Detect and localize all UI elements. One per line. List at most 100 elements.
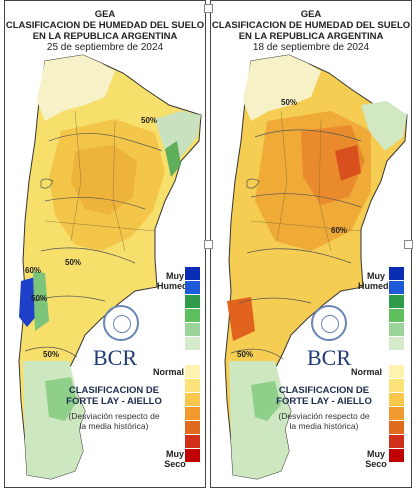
scale-swatch xyxy=(185,337,200,351)
classification-line-1: CLASIFICACION DE xyxy=(68,385,160,396)
classification-note: (Desviación respecto de la media históri… xyxy=(59,411,169,431)
scale-swatch xyxy=(389,393,404,407)
scale-swatch xyxy=(185,393,200,407)
legend-bottom-line-1: Muy xyxy=(367,449,385,459)
scale-swatch xyxy=(389,267,404,281)
scale-swatch xyxy=(389,323,404,337)
scale-swatch xyxy=(389,281,404,295)
zone-andes-green xyxy=(33,271,49,331)
scale-swatch xyxy=(185,379,200,393)
contour-label: 50% xyxy=(31,294,47,303)
legend-bottom-label: Muy Seco xyxy=(351,449,401,469)
classification-line-2: FORTE LAY - AIELLO xyxy=(276,396,372,407)
scale-swatch xyxy=(185,435,200,449)
zone-southwest-dry xyxy=(227,297,255,341)
legend-bottom-label: Muy Seco xyxy=(155,449,195,469)
classification-note: (Desviación respecto de la media históri… xyxy=(269,411,379,431)
contour-label: 50% xyxy=(281,98,297,107)
resize-handle[interactable] xyxy=(204,4,213,13)
zone-east-very-dry xyxy=(335,145,361,181)
classification-line-1: CLASIFICACION DE xyxy=(278,385,370,396)
argentina-moisture-map: 50% 50% 60% xyxy=(224,54,408,480)
zone-patagonia-wet xyxy=(251,381,281,421)
contour-label: 50% xyxy=(237,350,253,359)
scale-swatch xyxy=(185,421,200,435)
legend-bottom-line-2: Seco xyxy=(164,459,186,469)
argentina-moisture-map: 50% 50% 50% 50% 60% xyxy=(18,54,202,480)
scale-swatch xyxy=(185,351,200,365)
bcr-logo: BCR xyxy=(93,345,138,370)
contour-label: 50% xyxy=(141,116,157,125)
header-line-3: EN LA REPUBLICA ARGENTINA xyxy=(238,31,384,42)
contour-label: 50% xyxy=(43,350,59,359)
legend-bottom-line-1: Muy xyxy=(166,449,184,459)
scale-swatch xyxy=(389,449,404,463)
legend-top-line-2: Humedo xyxy=(358,281,394,291)
province-borders xyxy=(250,110,362,252)
panel-header: GEA CLASIFICACION DE HUMEDAD DEL SUELO E… xyxy=(211,9,411,53)
zone-patagonia-wet xyxy=(45,377,77,421)
legend-top-line-2: Humedo xyxy=(157,281,193,291)
legend-top-line-1: Muy xyxy=(166,271,184,281)
note-line-2: la media histórica) xyxy=(79,421,149,431)
legend-normal-label: Normal xyxy=(153,367,185,377)
scale-swatch xyxy=(185,323,200,337)
bcr-logo: BCR xyxy=(307,345,352,370)
map-date: 25 de septiembre de 2024 xyxy=(46,42,164,53)
note-line-1: (Desviación respecto de xyxy=(278,411,370,421)
bcr-seal-icon xyxy=(311,305,347,341)
scale-swatch xyxy=(185,281,200,295)
scale-swatch xyxy=(389,351,404,365)
classification-title: CLASIFICACION DE FORTE LAY - AIELLO xyxy=(269,385,379,407)
legend-top-label: Muy Humedo xyxy=(351,271,401,291)
contour-label: 60% xyxy=(25,266,41,275)
header-line-2: CLASIFICACION DE HUMEDAD DEL SUELO xyxy=(5,20,205,31)
header-line-2: CLASIFICACION DE HUMEDAD DEL SUELO xyxy=(211,20,411,31)
classification-title: CLASIFICACION DE FORTE LAY - AIELLO xyxy=(59,385,169,407)
note-line-1: (Desviación respecto de xyxy=(68,411,160,421)
contour-label: 60% xyxy=(331,226,347,235)
legend-normal-label: Normal xyxy=(351,367,383,377)
zone-north-normal xyxy=(37,55,115,121)
scale-swatch xyxy=(185,365,200,379)
scale-swatch xyxy=(389,365,404,379)
scale-swatch xyxy=(185,267,200,281)
header-line-1: GEA xyxy=(300,9,322,20)
scale-swatch xyxy=(185,309,200,323)
zone-northeast-wetter xyxy=(165,141,181,177)
scale-swatch xyxy=(185,449,200,463)
header-line-1: GEA xyxy=(94,9,116,20)
contour-lines xyxy=(24,133,162,358)
color-scale xyxy=(389,267,404,463)
legend-top-line-1: Muy xyxy=(367,271,385,281)
scale-swatch xyxy=(185,407,200,421)
scale-swatch xyxy=(185,295,200,309)
scale-swatch xyxy=(389,435,404,449)
map-panel-left: GEA CLASIFICACION DE HUMEDAD DEL SUELO E… xyxy=(4,0,206,488)
scale-swatch xyxy=(389,407,404,421)
resize-handle[interactable] xyxy=(204,240,213,249)
contour-label: 50% xyxy=(65,258,81,267)
panel-header: GEA CLASIFICACION DE HUMEDAD DEL SUELO E… xyxy=(5,9,205,53)
zone-north-normal xyxy=(243,55,321,121)
color-scale xyxy=(185,267,200,463)
contour-lines xyxy=(230,129,362,360)
scale-swatch xyxy=(389,379,404,393)
note-line-2: la media histórica) xyxy=(289,421,359,431)
legend-bottom-line-2: Seco xyxy=(365,459,387,469)
zone-center-drier xyxy=(301,125,365,205)
scale-swatch xyxy=(389,309,404,323)
bcr-seal-icon xyxy=(103,305,139,341)
header-line-3: EN LA REPUBLICA ARGENTINA xyxy=(32,31,178,42)
map-panel-right: GEA CLASIFICACION DE HUMEDAD DEL SUELO E… xyxy=(210,0,412,488)
resize-handle[interactable] xyxy=(404,240,413,249)
scale-swatch xyxy=(389,421,404,435)
classification-line-2: FORTE LAY - AIELLO xyxy=(66,396,162,407)
legend-top-label: Muy Humedo xyxy=(155,271,195,291)
scale-swatch xyxy=(389,337,404,351)
province-borders xyxy=(44,110,156,252)
zone-northeast-wet xyxy=(155,111,201,159)
map-date: 18 de septiembre de 2024 xyxy=(252,42,370,53)
zone-northeast-wet xyxy=(361,101,407,151)
scale-swatch xyxy=(389,295,404,309)
